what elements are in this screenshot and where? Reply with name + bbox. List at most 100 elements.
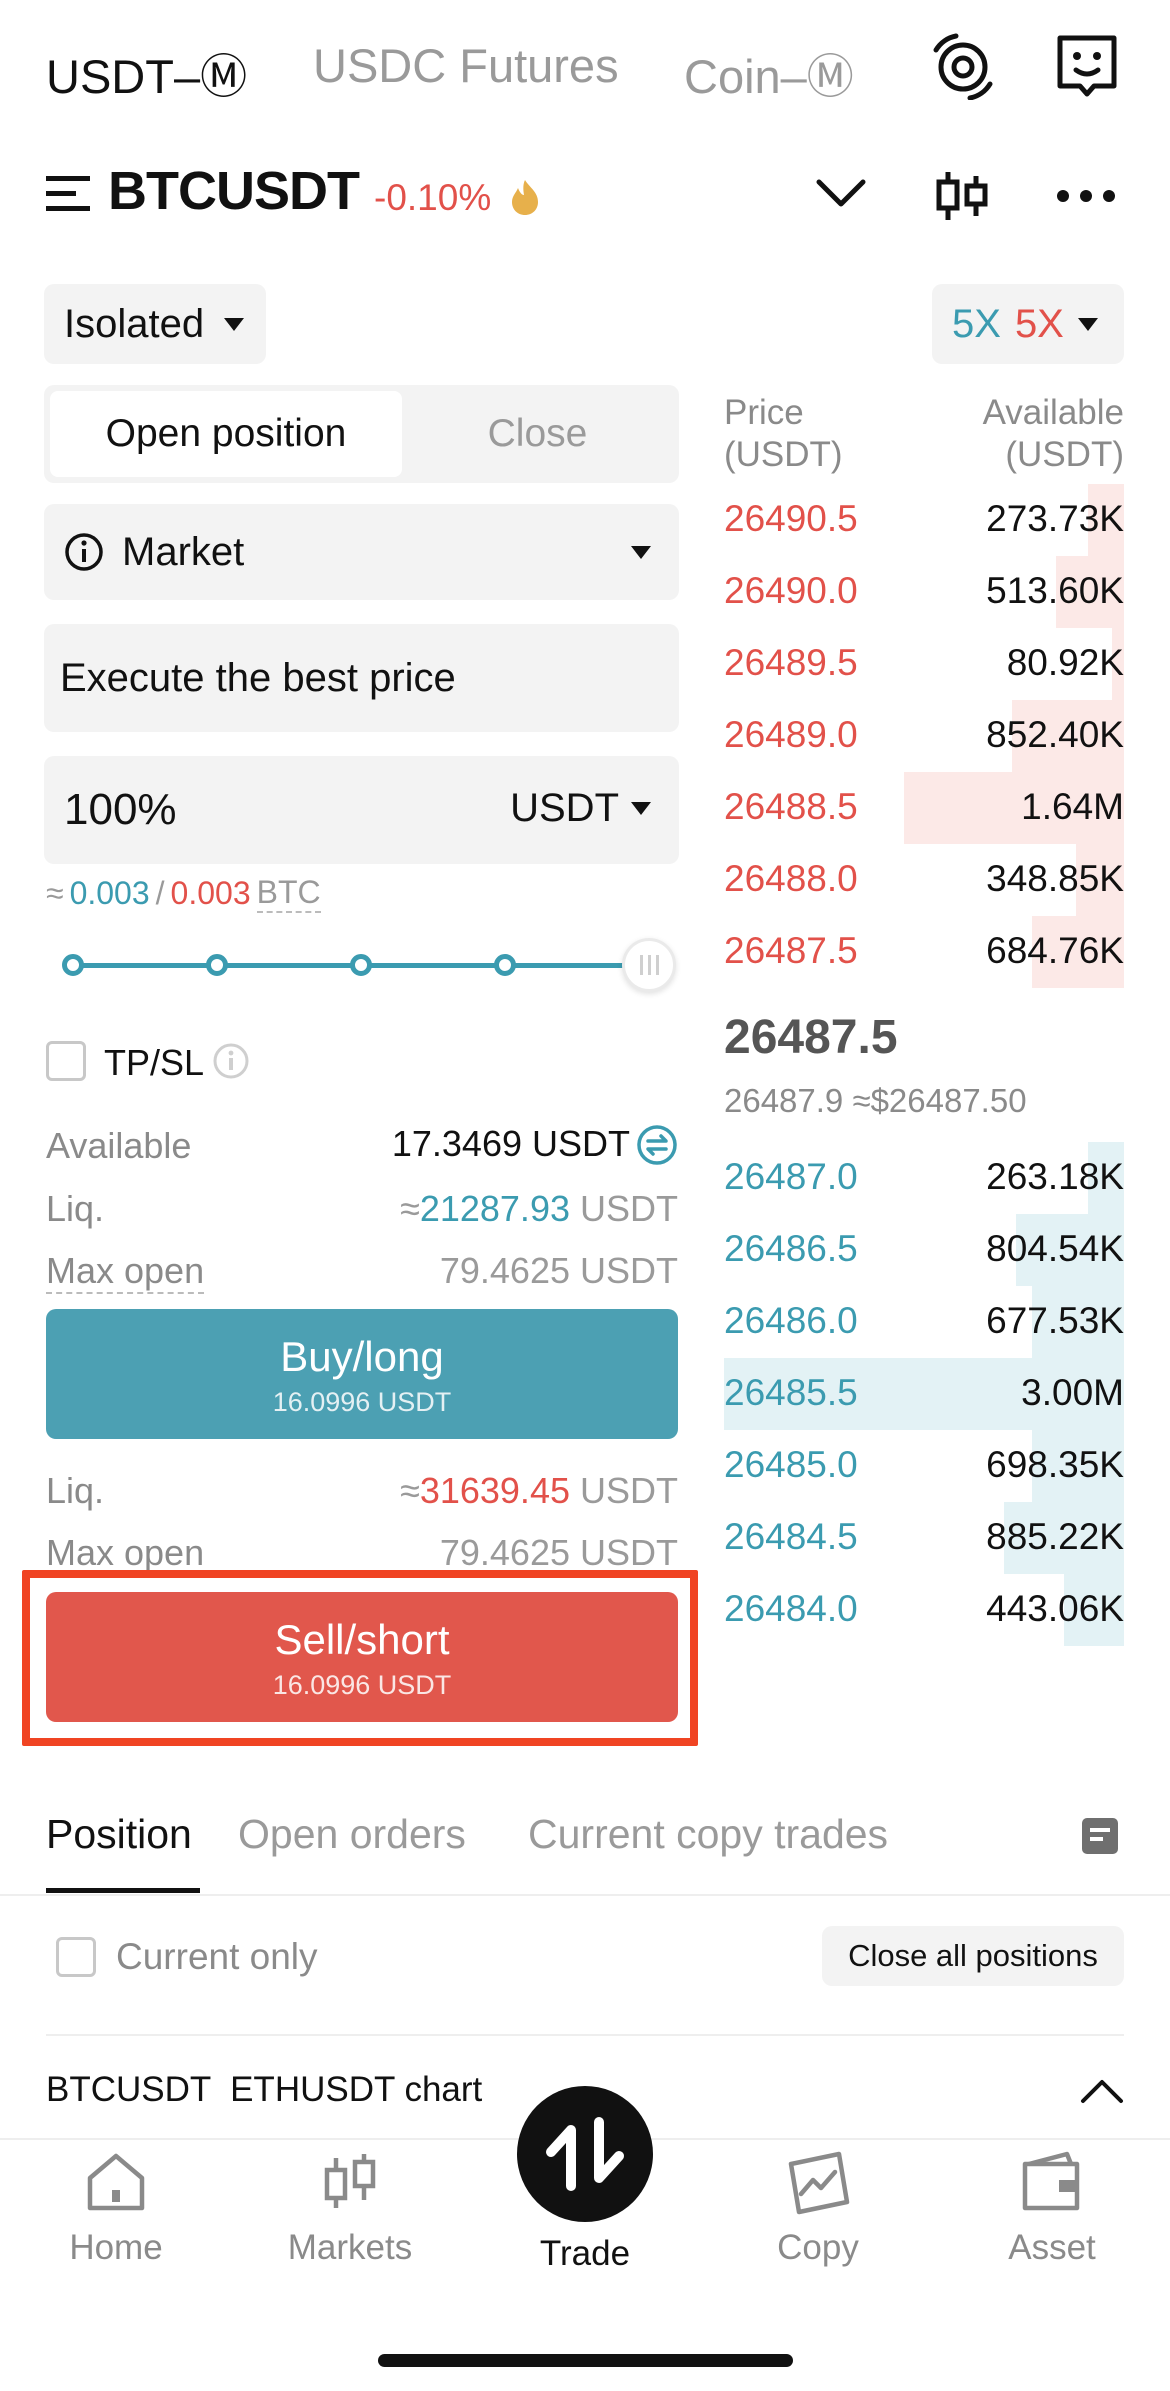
trade-icon[interactable] [517,2086,653,2222]
divider [0,1894,1170,1896]
slider-step-50[interactable] [350,954,372,976]
tab-coin-m[interactable]: Coin–Ⓜ [684,50,854,103]
slider-step-25[interactable] [206,954,228,976]
slider-step-75[interactable] [494,954,516,976]
order-type-select[interactable]: Market [44,504,679,600]
ask-amount: 513.60K [986,570,1124,611]
buy-long-label: Buy/long [280,1333,444,1380]
amount-input[interactable]: 100% USDT [44,756,679,864]
bid-row[interactable]: 26485.5 3.00M [724,1358,1124,1430]
nav-markets[interactable]: Markets [260,2150,440,2268]
approx-short-qty: 0.003 [170,875,251,911]
depth-bar [1032,1286,1124,1358]
ask-price: 26489.5 [724,642,858,683]
symbol-title[interactable]: BTCUSDT [108,161,360,221]
tab-usdt-m[interactable]: USDT–Ⓜ [46,50,248,103]
nav-trade[interactable]: Trade [495,2234,675,2274]
bid-row[interactable]: 26485.0 698.35K [724,1430,1124,1502]
liq-unit: USDT [580,1470,678,1511]
buy-long-button[interactable]: Buy/long 16.0996 USDT [46,1309,678,1439]
bid-row[interactable]: 26486.0 677.53K [724,1286,1124,1358]
current-only-checkbox[interactable] [56,1937,96,1977]
ask-row[interactable]: 26489.5 80.92K [724,628,1124,700]
bid-amount: 263.18K [986,1156,1124,1197]
tab-close[interactable]: Close [487,412,588,455]
bid-row[interactable]: 26487.0 263.18K [724,1142,1124,1214]
ask-row[interactable]: 26490.5 273.73K [724,484,1124,556]
tab-position[interactable]: Position [46,1811,192,1857]
order-type-label: Market [122,529,245,574]
chart-bar-label[interactable]: BTCUSDT ETHUSDT chart [46,2070,483,2109]
document-icon[interactable] [1080,1816,1120,1856]
price-input[interactable]: Execute the best price [44,624,679,732]
depth-bar [1076,844,1124,916]
bid-price: 26486.0 [724,1300,858,1341]
bid-row[interactable]: 26484.5 885.22K [724,1502,1124,1574]
tab-usdc-futures[interactable]: USDC Futures [313,39,619,92]
available-value: 17.3469 USDT [391,1123,630,1164]
ask-amount: 852.40K [986,714,1124,755]
bid-price: 26484.0 [724,1588,858,1629]
info-icon[interactable] [212,1042,250,1080]
ask-amount: 348.85K [986,858,1124,899]
margin-mode-label: Isolated [64,301,205,346]
current-only-label: Current only [116,1936,318,1977]
depth-bar [724,1358,1124,1430]
price-change: -0.10% [374,177,492,218]
depth-bar [1112,628,1124,700]
camera-scan-icon[interactable] [928,30,998,101]
chevron-up-icon[interactable] [1080,2078,1124,2104]
tab-current-copy-trades[interactable]: Current copy trades [528,1811,889,1857]
margin-mode-select[interactable]: Isolated [44,284,266,364]
available-header-unit: (USDT) [1005,435,1124,474]
bid-row[interactable]: 26486.5 804.54K [724,1214,1124,1286]
chevron-down-icon[interactable] [816,178,866,208]
short-max-open-label: Max open [46,1532,205,1573]
ask-price: 26488.0 [724,858,858,899]
nav-asset-label: Asset [1008,2228,1096,2267]
liq-prefix: ≈ [400,1470,420,1511]
more-icon[interactable] [1055,188,1117,204]
nav-copy[interactable]: Copy [728,2150,908,2268]
candlestick-chart-icon[interactable] [934,168,990,224]
sell-button-highlight [22,1570,698,1746]
bid-row[interactable]: 26484.0 443.06K [724,1574,1124,1646]
divider [46,2034,1124,2036]
available-label: Available [46,1125,192,1166]
ask-row[interactable]: 26489.0 852.40K [724,700,1124,772]
menu-icon[interactable] [46,173,92,213]
ask-row[interactable]: 26488.5 1.64M [724,772,1124,844]
bid-price: 26485.0 [724,1444,858,1485]
sell-short-button[interactable]: Sell/short 16.0996 USDT [46,1592,678,1722]
tab-open-orders[interactable]: Open orders [238,1811,466,1857]
flame-icon [508,178,542,216]
caret-down-icon [224,317,245,331]
last-price: 26487.5 [724,1011,898,1064]
ask-price: 26490.0 [724,570,858,611]
orderbook-price-header: Price (USDT) [724,392,843,476]
liq-prefix: ≈ [400,1188,420,1229]
home-icon [26,2150,206,2220]
tpsl-checkbox[interactable] [46,1041,86,1081]
close-all-positions-button[interactable]: Close all positions [822,1926,1124,1986]
transfer-icon[interactable] [636,1124,678,1166]
ask-row[interactable]: 26488.0 348.85K [724,844,1124,916]
ask-price: 26487.5 [724,930,858,971]
support-bot-icon[interactable] [1052,30,1122,100]
depth-bar [1004,1502,1124,1574]
bid-price: 26487.0 [724,1156,858,1197]
tab-open-position[interactable]: Open position [50,391,402,477]
nav-asset[interactable]: Asset [962,2150,1142,2268]
nav-trade-label: Trade [539,2234,631,2273]
slider-thumb[interactable] [622,938,676,992]
short-liq-price: 31639.45 [419,1470,570,1511]
slider-step-0[interactable] [62,954,84,976]
available-header-label: Available [982,393,1124,432]
amount-unit-select[interactable]: USDT [510,786,651,831]
ask-row[interactable]: 26490.0 513.60K [724,556,1124,628]
leverage-select[interactable]: 5X 5X [932,284,1124,364]
ask-row[interactable]: 26487.5 684.76K [724,916,1124,988]
nav-home[interactable]: Home [26,2150,206,2268]
long-max-open-label: Max open [46,1250,205,1294]
buy-long-amount: 16.0996 USDT [272,1387,452,1417]
